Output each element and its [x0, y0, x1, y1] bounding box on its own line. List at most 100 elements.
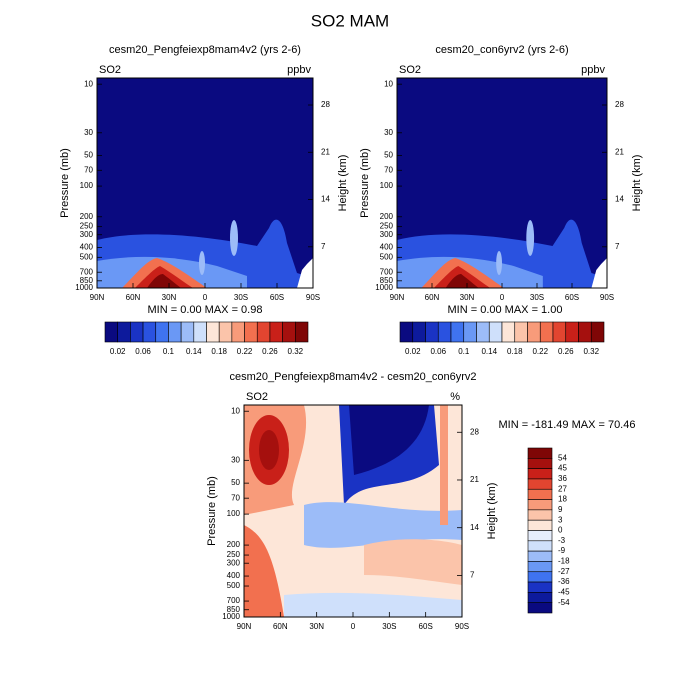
y-tick-label: 100 — [80, 181, 94, 190]
right-label: % — [450, 391, 460, 403]
colorbar-box — [425, 321, 439, 343]
colorbar-box — [155, 321, 169, 343]
y-tick-label: 100 — [227, 509, 241, 518]
y-tick-label: 500 — [227, 581, 241, 590]
y2-axis-label: Height (km) — [337, 155, 349, 212]
colorbar-box — [527, 561, 553, 573]
colorbar-label: 45 — [558, 464, 567, 473]
colorbar-box — [399, 321, 414, 343]
y2-tick-label: 21 — [615, 147, 624, 156]
colorbar-box — [412, 321, 426, 343]
y-axis-label: Pressure (mb) — [359, 148, 371, 218]
y-tick-label: 50 — [384, 151, 393, 160]
y-tick-label: 10 — [84, 79, 93, 88]
x-tick-label: 90S — [600, 293, 614, 302]
y-axis-label: Pressure (mb) — [206, 476, 218, 546]
colorbar-box — [527, 592, 553, 603]
colorbar-label: 0.26 — [262, 347, 278, 356]
colorbar-box — [168, 321, 182, 343]
colorbar-label: -27 — [558, 567, 570, 576]
colorbar-box — [552, 321, 567, 343]
y-tick-label: 400 — [80, 243, 94, 252]
colorbar-box — [488, 321, 503, 343]
y2-tick-label: 7 — [321, 242, 326, 251]
y-tick-label: 700 — [380, 267, 394, 276]
x-tick-label: 30N — [309, 622, 324, 631]
colorbar-box — [527, 499, 553, 511]
y2-tick-label: 7 — [470, 571, 475, 580]
y-tick-label: 400 — [380, 243, 394, 252]
left-label: SO2 — [399, 64, 421, 76]
colorbar-label: 0.22 — [237, 347, 253, 356]
colorbar-box — [269, 321, 283, 343]
colorbar-box — [527, 540, 553, 552]
colorbar-box — [450, 321, 465, 343]
colorbar-box — [578, 321, 592, 343]
plot-title: cesm20_Pengfeiexp8mam4v2 - cesm20_con6yr… — [229, 371, 476, 383]
colorbar-label: 9 — [558, 505, 563, 514]
y-tick-label: 700 — [227, 596, 241, 605]
colorbar-label: -45 — [558, 587, 570, 596]
y-tick-label: 70 — [384, 165, 393, 174]
colorbar-label: -9 — [558, 546, 566, 555]
y-tick-label: 300 — [227, 558, 241, 567]
x-tick-label: 60N — [273, 622, 288, 631]
y-tick-label: 700 — [80, 267, 94, 276]
contour-field — [244, 405, 462, 617]
y-tick-label: 500 — [80, 252, 94, 261]
y-tick-label: 200 — [80, 212, 94, 221]
colorbar-label: 27 — [558, 484, 567, 493]
plot-title: cesm20_con6yrv2 (yrs 2-6) — [435, 44, 568, 56]
y2-tick-label: 21 — [321, 147, 330, 156]
colorbar-box — [256, 321, 271, 343]
colorbar-box — [527, 509, 553, 521]
y-tick-label: 850 — [380, 276, 394, 285]
y-tick-label: 250 — [380, 222, 394, 231]
x-tick-label: 90S — [306, 293, 320, 302]
colorbar-label: 18 — [558, 495, 567, 504]
x-tick-label: 60S — [270, 293, 284, 302]
y2-tick-label: 7 — [615, 242, 620, 251]
min-max: MIN = -181.49 MAX = 70.46 — [499, 419, 636, 431]
colorbar-box — [527, 458, 553, 469]
colorbar-label: -54 — [558, 598, 570, 607]
x-tick-label: 90N — [237, 622, 252, 631]
y-tick-label: 500 — [380, 252, 394, 261]
colorbar-box — [142, 321, 157, 343]
y-tick-label: 30 — [231, 455, 240, 464]
y2-tick-label: 21 — [470, 475, 479, 484]
colorbar-box — [527, 321, 541, 343]
colorbar-label: 3 — [558, 515, 563, 524]
y-tick-label: 30 — [384, 128, 393, 137]
y-tick-label: 850 — [80, 276, 94, 285]
x-tick-label: 90N — [390, 293, 405, 302]
colorbar-box — [527, 530, 553, 542]
colorbar-box — [590, 321, 605, 343]
colorbar-box — [476, 321, 490, 343]
y-axis-label: Pressure (mb) — [59, 148, 71, 218]
y-tick-label: 200 — [227, 540, 241, 549]
colorbar-box — [527, 571, 553, 583]
colorbar-label: 0.1 — [458, 347, 470, 356]
colorbar-label: 54 — [558, 453, 567, 462]
colorbar-label: -36 — [558, 577, 570, 586]
colorbar-box — [282, 321, 296, 343]
x-tick-label: 30S — [234, 293, 248, 302]
colorbar-label: 0.06 — [135, 347, 151, 356]
y-tick-label: 10 — [384, 79, 393, 88]
contour-field — [97, 78, 313, 288]
min-max: MIN = 0.00 MAX = 1.00 — [448, 304, 563, 316]
colorbar-box — [527, 478, 553, 490]
x-tick-label: 90S — [455, 622, 469, 631]
colorbar-box — [501, 321, 516, 343]
y-tick-label: 30 — [84, 128, 93, 137]
x-tick-label: 0 — [351, 622, 356, 631]
colorbar-label: 0.26 — [558, 347, 574, 356]
colorbar-label: 0.02 — [110, 347, 126, 356]
y-tick-label: 250 — [80, 222, 94, 231]
colorbar-label: 0.02 — [405, 347, 421, 356]
y-tick-label: 850 — [227, 605, 241, 614]
colorbar-box — [527, 468, 553, 480]
colorbar-label: 0.18 — [211, 347, 227, 356]
colorbar-box — [437, 321, 452, 343]
